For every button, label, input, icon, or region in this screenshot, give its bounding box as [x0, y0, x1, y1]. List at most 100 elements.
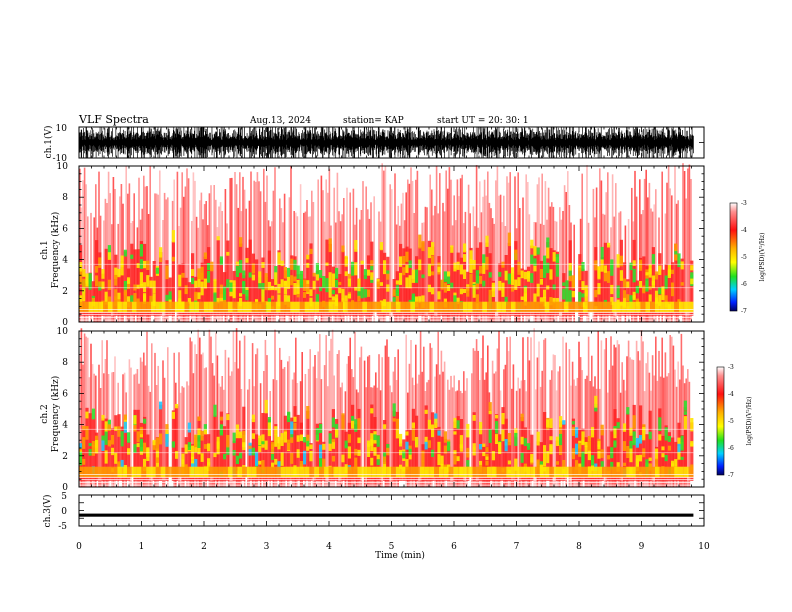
spectral-patch: [306, 254, 310, 260]
spectral-patch: [299, 434, 303, 441]
low-band: [107, 466, 113, 478]
spectral-patch: [562, 288, 566, 300]
spectral-patch: [619, 270, 623, 281]
low-band: [482, 301, 487, 313]
spectral-core: [549, 248, 553, 316]
spectral-patch: [360, 260, 364, 265]
spectral-patch: [533, 258, 537, 266]
spectral-column: [192, 373, 195, 487]
spectral-patch: [271, 462, 275, 468]
low-band: [352, 466, 358, 478]
spectral-patch: [645, 272, 649, 276]
low-band: [515, 466, 521, 478]
cb1-tick-m3: -3: [741, 200, 747, 207]
spectral-patch: [357, 278, 361, 292]
spectral-patch: [127, 279, 131, 289]
spectral-patch: [683, 411, 687, 415]
spectral-column: [467, 184, 470, 322]
spectral-column: [688, 381, 691, 487]
spectral-core: [117, 414, 121, 481]
spectral-patch: [437, 291, 441, 300]
spectral-patch: [648, 264, 652, 278]
spectral-core: [629, 264, 633, 316]
low-band: [635, 466, 641, 478]
spectral-core: [600, 257, 604, 316]
spectral-patch: [597, 441, 601, 447]
spectral-column: [200, 354, 203, 487]
spectral-patch: [607, 271, 611, 283]
spectral-patch: [117, 463, 121, 469]
spectral-core: [85, 407, 89, 481]
spectral-core: [181, 263, 185, 316]
spectral-patch: [610, 263, 614, 276]
spectral-patch: [315, 428, 319, 441]
spectral-patch: [88, 278, 92, 290]
low-band: [266, 301, 271, 313]
low-band: [314, 466, 319, 478]
spectral-column: [179, 392, 182, 487]
spectral-column: [330, 338, 332, 487]
spectral-core: [357, 408, 361, 481]
spectral-patch: [562, 420, 566, 425]
spectral-patch: [411, 269, 415, 283]
low-band: [645, 301, 651, 313]
spectral-core: [594, 247, 598, 316]
spectral-patch: [555, 436, 559, 446]
spectral-patch: [143, 293, 147, 301]
spectral-core: [552, 250, 556, 316]
low-band: [165, 301, 171, 313]
spectral-patch: [488, 272, 492, 278]
spectral-patch: [427, 419, 431, 430]
spectral-patch: [146, 447, 150, 457]
spectral-column: [408, 363, 411, 487]
spectral-patch: [216, 297, 220, 304]
spectral-patch: [431, 255, 435, 266]
low-band: [343, 466, 348, 478]
spectral-patch: [354, 457, 358, 469]
cb1-tick-m5: -5: [741, 254, 747, 261]
xtick-10: 10: [698, 542, 710, 552]
spectral-patch: [133, 444, 137, 453]
low-band: [213, 301, 219, 313]
ch1-ytick-6: 6: [62, 224, 68, 234]
spectral-patch: [431, 287, 435, 295]
spectral-column: [642, 341, 644, 487]
spectral-patch: [507, 273, 511, 285]
spectral-patch: [600, 449, 604, 458]
spectral-patch: [514, 432, 518, 446]
spectral-core: [664, 264, 668, 316]
spectral-patch: [405, 277, 409, 289]
spectral-column: [405, 334, 407, 487]
low-band: [583, 466, 588, 478]
spectral-patch: [405, 251, 409, 262]
spectral-core: [85, 282, 89, 316]
spectral-patch: [613, 440, 617, 448]
spectral-column: [591, 355, 593, 487]
low-band: [160, 466, 166, 478]
spectral-column: [496, 166, 499, 322]
spectral-patch: [117, 268, 121, 278]
spectral-patch: [530, 254, 534, 265]
spectral-column: [163, 192, 166, 322]
spectral-patch: [421, 274, 425, 279]
spectral-core: [677, 265, 681, 316]
spectral-core: [581, 268, 585, 316]
low-band: [218, 301, 223, 313]
spectral-patch: [197, 428, 201, 437]
low-band: [391, 301, 396, 313]
spectral-patch: [507, 433, 511, 446]
spectral-patch: [424, 409, 428, 414]
low-band: [616, 466, 622, 478]
spectral-column: [647, 197, 649, 322]
spectral-column: [613, 216, 615, 322]
spectral-core: [690, 422, 694, 481]
spectral-column: [272, 379, 275, 487]
spectral-patch: [440, 463, 444, 469]
ch3-waveform-ylabel: ch.3(V): [42, 495, 53, 528]
low-band: [539, 301, 545, 313]
low-band: [203, 466, 209, 478]
low-band: [88, 466, 94, 478]
low-band: [616, 301, 622, 313]
spectral-patch: [107, 245, 111, 259]
spectral-core: [335, 419, 339, 481]
